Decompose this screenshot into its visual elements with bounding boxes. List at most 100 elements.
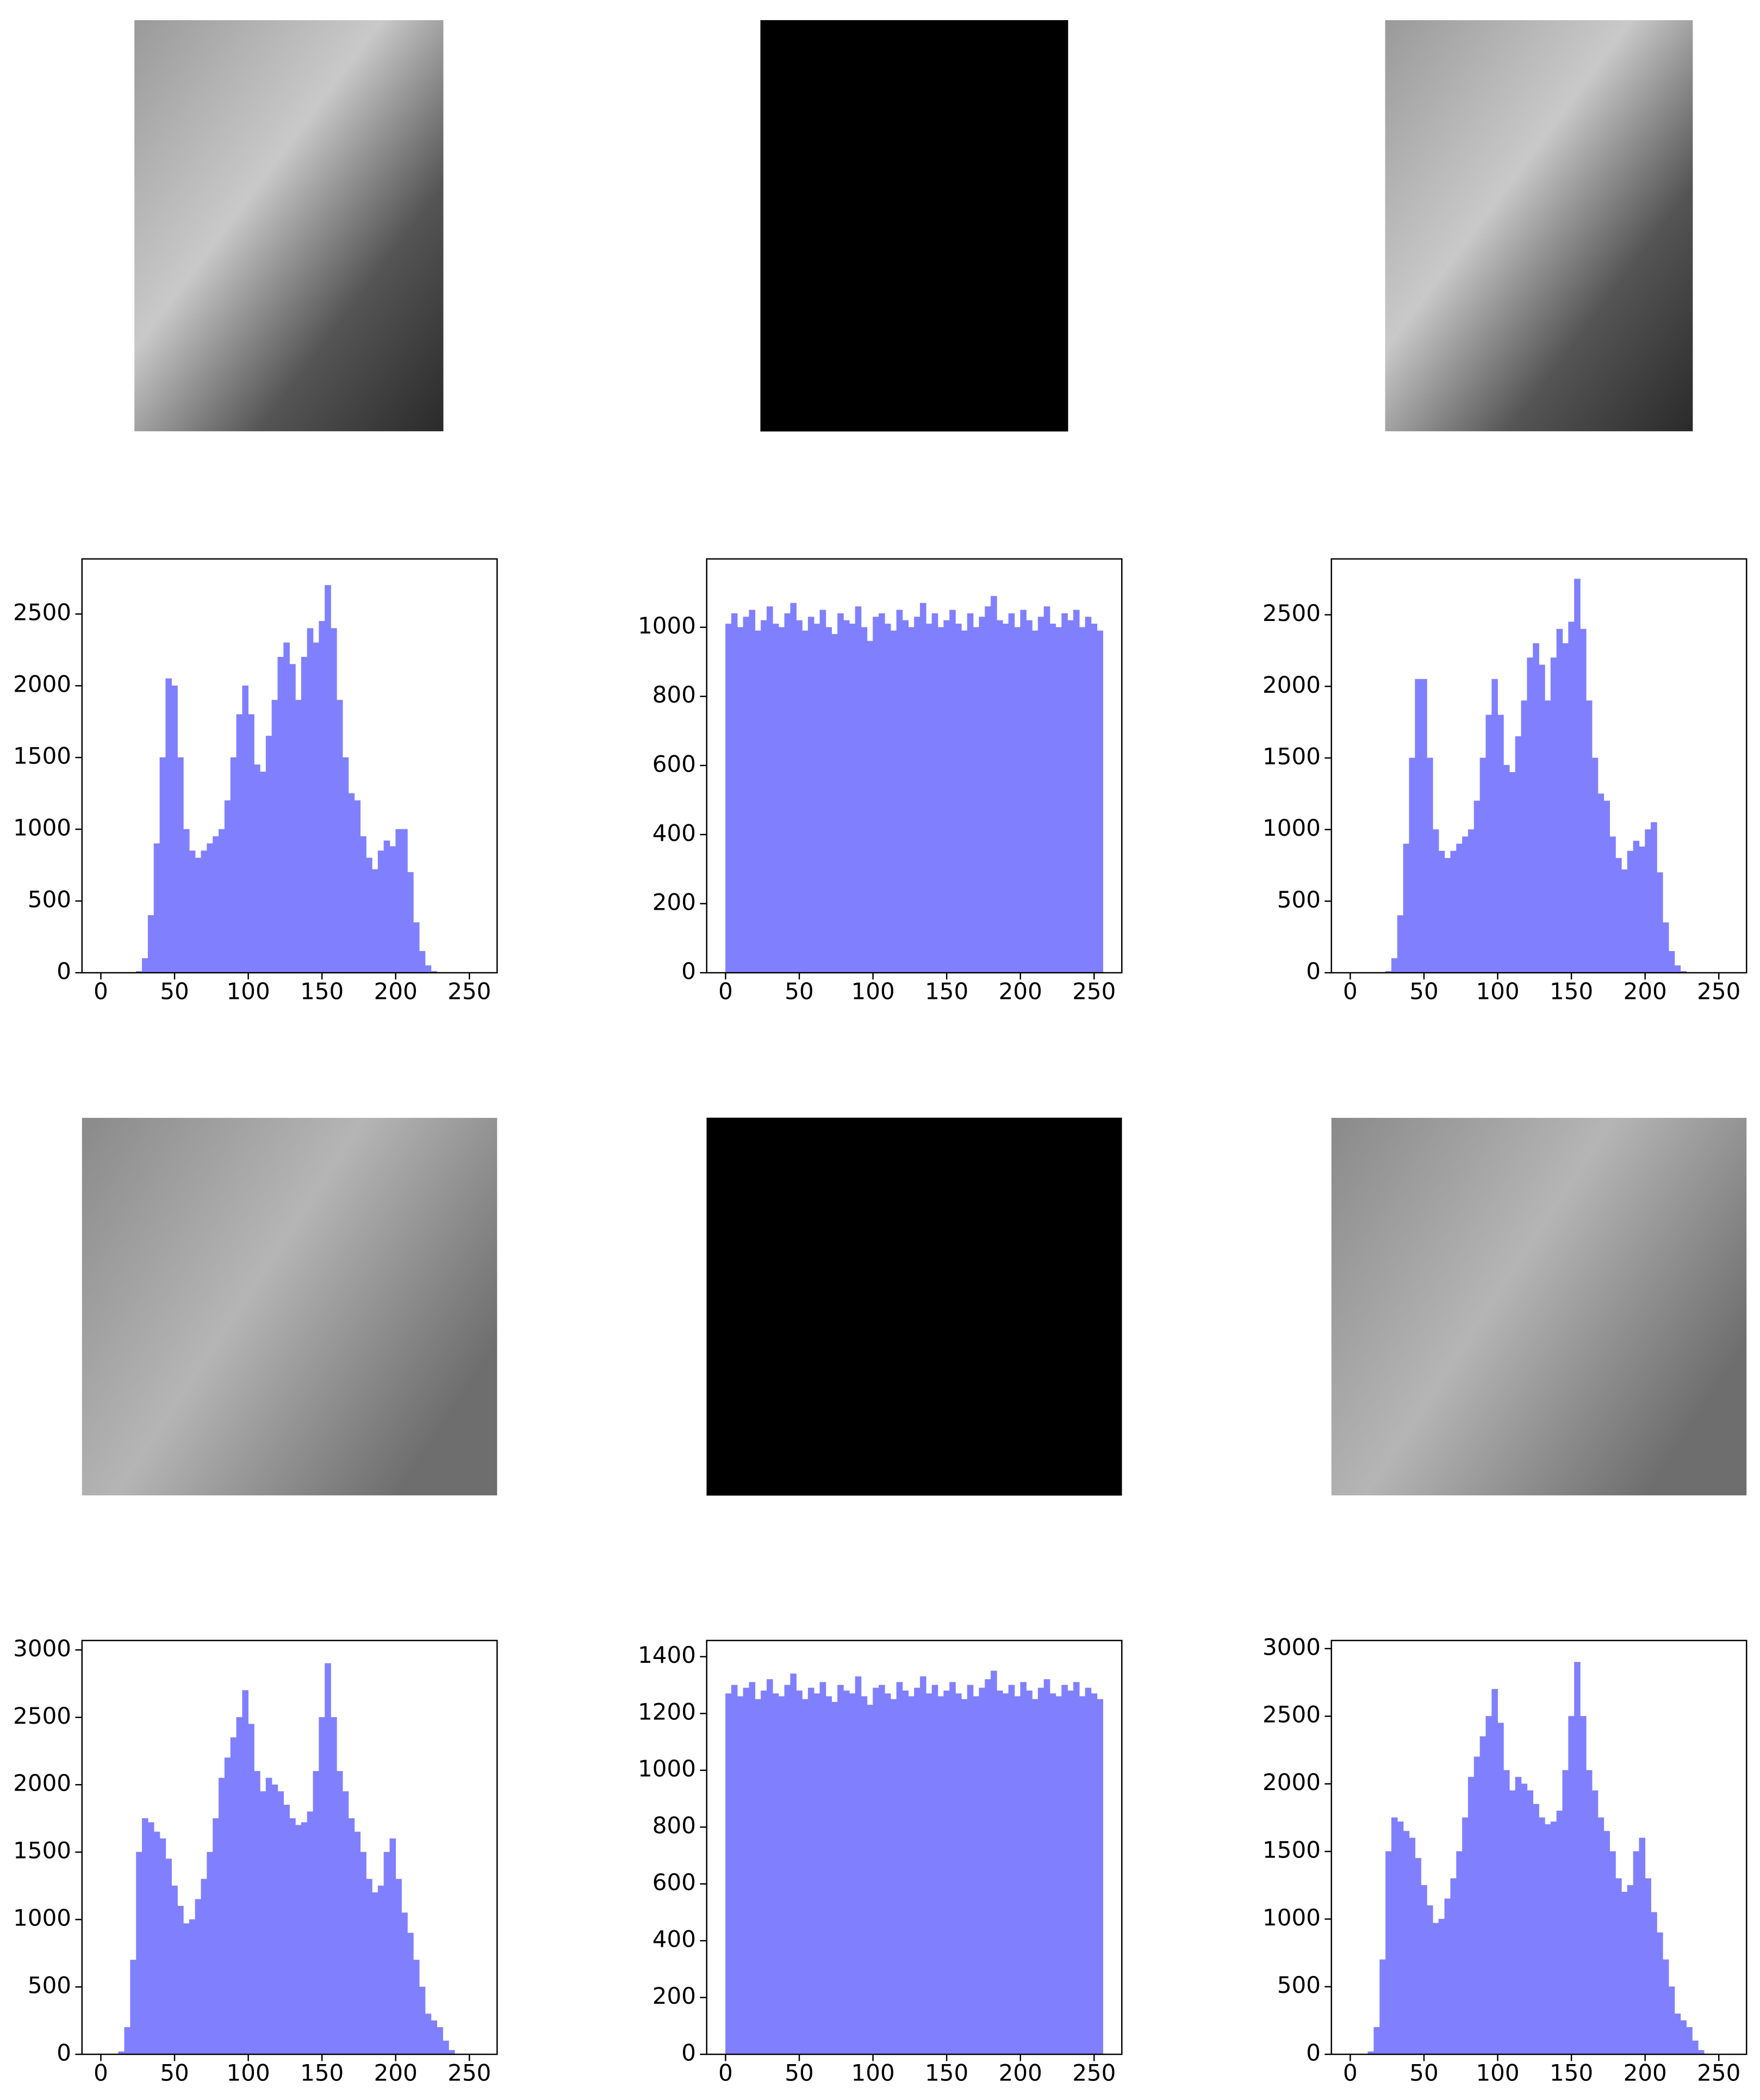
- bar: [996, 620, 1003, 973]
- y-tick-label: 1000: [13, 815, 71, 841]
- bar: [325, 1663, 331, 2055]
- x-tick-label: 250: [447, 978, 491, 1004]
- bar: [283, 642, 290, 973]
- x-tick-label: 100: [227, 2060, 270, 2086]
- y-tick-label: 600: [652, 750, 696, 777]
- bar: [1473, 1756, 1481, 2055]
- bar: [902, 620, 909, 973]
- y-tick-label: 1000: [1263, 1904, 1321, 1931]
- bar: [130, 1960, 136, 2055]
- bar: [1633, 841, 1640, 973]
- bar: [731, 613, 738, 973]
- y-tick-label: 500: [1277, 1972, 1321, 1998]
- bar: [985, 1679, 991, 2055]
- bar: [1657, 1932, 1663, 2055]
- bar: [1521, 1784, 1528, 2055]
- x-tick-label: 250: [1072, 2060, 1116, 2086]
- bar: [761, 620, 767, 973]
- bar: [336, 700, 343, 973]
- bar: [725, 1693, 732, 2055]
- bar: [354, 800, 361, 973]
- bar: [401, 1912, 408, 2055]
- bar: [425, 2014, 432, 2055]
- x-tick-label: 150: [300, 978, 344, 1004]
- bar: [1073, 1682, 1080, 2055]
- x-tick-label: 200: [999, 2060, 1042, 2086]
- bar: [1067, 1691, 1074, 2055]
- y-tick-label: 200: [652, 1983, 696, 2009]
- bar: [1603, 1831, 1610, 2055]
- bar: [1438, 1918, 1445, 2055]
- bar: [1668, 951, 1675, 973]
- bar: [772, 623, 779, 973]
- bar: [1008, 1685, 1015, 2055]
- bar: [1432, 829, 1439, 973]
- bar: [207, 843, 213, 973]
- bar: [1479, 757, 1487, 973]
- bar: [136, 1852, 142, 2055]
- bar: [996, 1691, 1003, 2055]
- bar: [1533, 643, 1539, 973]
- y-tick-label: 0: [681, 2039, 696, 2066]
- bar: [366, 1879, 372, 2055]
- bar: [1467, 1776, 1475, 2055]
- bar: [1444, 1898, 1451, 2055]
- bar: [407, 1933, 414, 2055]
- original-image: [134, 20, 444, 432]
- bar: [831, 634, 838, 973]
- y-tick-label: 1000: [13, 1905, 71, 1931]
- bar: [725, 623, 732, 973]
- bar: [277, 657, 284, 973]
- bar: [1032, 630, 1038, 973]
- bar: [1503, 765, 1510, 973]
- bar: [165, 1859, 172, 2055]
- bar: [248, 714, 254, 973]
- bar: [407, 872, 414, 973]
- bar: [1615, 858, 1622, 973]
- bar: [919, 602, 926, 973]
- bar: [1574, 1662, 1581, 2055]
- bar: [819, 1682, 826, 2055]
- bar: [743, 1687, 750, 2055]
- bar: [1456, 1851, 1463, 2055]
- bar: [1079, 1696, 1086, 2055]
- bar: [1574, 579, 1581, 973]
- bar: [1479, 1736, 1487, 2055]
- bar: [784, 1685, 791, 2055]
- bar: [1456, 843, 1463, 973]
- bar: [1450, 1878, 1457, 2055]
- bar: [802, 630, 809, 973]
- bar: [1427, 757, 1433, 973]
- bar: [1527, 1790, 1533, 2055]
- bar: [1014, 1696, 1021, 2055]
- bar: [731, 1685, 738, 2055]
- bar: [242, 1690, 248, 2055]
- bar: [737, 627, 744, 973]
- x-tick-label: 200: [1624, 978, 1667, 1004]
- bar: [224, 1757, 231, 2055]
- bar: [295, 700, 302, 973]
- bar: [248, 1724, 254, 2055]
- bar: [1562, 1770, 1569, 2055]
- bar: [1621, 1892, 1628, 2055]
- bar: [1091, 1693, 1098, 2055]
- bar: [1085, 617, 1092, 973]
- bar: [925, 623, 932, 973]
- bar: [254, 764, 260, 973]
- bar: [931, 1685, 938, 2055]
- bar: [259, 1791, 266, 2055]
- bar: [265, 1778, 272, 2055]
- bar: [1603, 800, 1610, 973]
- axes-frame: [81, 558, 498, 974]
- y-tick-label: 1500: [1263, 1836, 1321, 1863]
- original-image: [82, 1117, 497, 1496]
- x-tick-label: 250: [1072, 978, 1116, 1004]
- bar: [1662, 922, 1669, 973]
- bar: [931, 613, 938, 973]
- bar: [896, 610, 903, 973]
- bar: [242, 685, 248, 973]
- bar: [147, 915, 154, 973]
- bar: [967, 1685, 974, 2055]
- bar: [142, 958, 148, 973]
